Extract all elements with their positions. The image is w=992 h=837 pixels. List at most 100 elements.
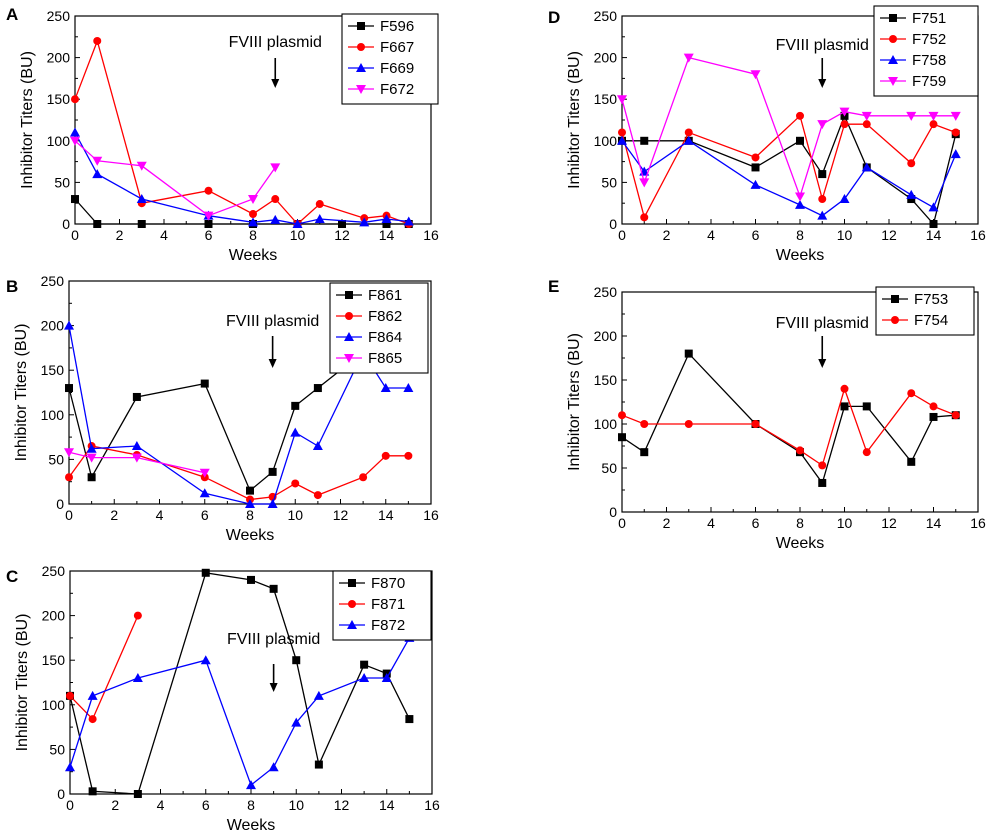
x-tick-label: 6 (201, 507, 209, 523)
x-tick-label: 16 (423, 227, 439, 243)
data-point (291, 479, 300, 488)
y-tick-label: 200 (41, 318, 65, 334)
data-point (951, 411, 960, 420)
legend-marker (888, 77, 898, 86)
legend-entry: F870 (339, 575, 405, 592)
down-arrow-icon (269, 683, 278, 692)
x-tick-label: 16 (424, 797, 440, 813)
series-f758 (617, 135, 961, 220)
data-point (271, 195, 280, 204)
y-tick-label: 200 (47, 50, 71, 66)
annotation-label: FVIII plasmid (229, 34, 322, 51)
data-point (313, 384, 322, 393)
legend-entry: F753 (882, 291, 948, 308)
data-point (751, 163, 760, 172)
data-point (70, 127, 80, 137)
legend-entry: F672 (348, 81, 414, 98)
y-tick-label: 100 (42, 697, 66, 713)
data-point (314, 760, 323, 769)
series-line (69, 637, 410, 787)
x-tick-label: 16 (423, 507, 439, 523)
legend-marker (348, 579, 356, 587)
y-tick-label: 0 (609, 216, 617, 232)
x-tick-label: 12 (334, 227, 350, 243)
data-point (312, 441, 323, 451)
y-axis-label: Inhibitor Titers (BU) (13, 324, 30, 462)
data-point (66, 691, 74, 700)
data-point (796, 136, 804, 145)
x-tick-label: 14 (379, 797, 395, 813)
x-tick-label: 0 (71, 227, 79, 243)
y-axis-label: Inhibitor Titers (BU) (19, 51, 36, 189)
data-point (359, 217, 370, 227)
data-point (906, 189, 917, 199)
annotation-label: FVIII plasmid (226, 313, 319, 330)
legend-label: F596 (380, 18, 414, 35)
y-tick-label: 250 (41, 273, 65, 289)
data-point (951, 128, 960, 137)
data-point (136, 194, 147, 204)
data-point (131, 453, 142, 463)
legend-entry: F669 (348, 60, 414, 77)
legend-marker (345, 312, 353, 320)
legend-entry: F865 (336, 350, 402, 367)
x-tick-label: 8 (249, 227, 257, 243)
data-point (907, 195, 916, 204)
data-point (907, 159, 916, 168)
series-line (68, 451, 205, 474)
data-point (796, 111, 804, 120)
y-tick-label: 50 (54, 174, 70, 190)
legend-marker (889, 35, 897, 43)
y-axis-label: Inhibitor Titers (BU) (14, 614, 31, 752)
data-point (405, 715, 414, 724)
data-point (86, 453, 97, 463)
data-point (199, 468, 210, 478)
legend-label: F871 (371, 596, 405, 613)
legend-label: F753 (914, 291, 948, 308)
x-tick-label: 8 (247, 797, 255, 813)
legend-entry: F862 (336, 308, 402, 325)
y-tick-label: 50 (48, 451, 64, 467)
series-f862 (65, 442, 413, 504)
data-point (92, 156, 103, 166)
legend-marker (347, 620, 357, 629)
legend-label: F667 (380, 39, 414, 56)
annotation-label: FVIII plasmid (776, 37, 869, 54)
legend: F596 F667 F669 F672 (341, 13, 439, 105)
data-point (292, 219, 303, 228)
panel-letter: D (548, 8, 560, 27)
data-point (200, 655, 211, 665)
data-point (199, 488, 210, 498)
data-point (862, 448, 871, 457)
x-axis-label: Weeks (226, 527, 275, 544)
panel-letter: E (548, 277, 559, 296)
down-arrow-icon (268, 359, 277, 368)
legend-marker (889, 14, 897, 22)
data-point (861, 111, 872, 121)
data-point (381, 673, 392, 683)
data-point (88, 715, 97, 724)
legend-marker (344, 354, 354, 363)
y-tick-label: 150 (47, 91, 71, 107)
data-point (684, 420, 693, 428)
legend-label: F861 (368, 287, 402, 304)
data-point (861, 162, 872, 172)
data-point (248, 217, 258, 227)
x-tick-label: 10 (287, 507, 303, 523)
y-tick-label: 250 (42, 563, 66, 579)
data-point (270, 163, 281, 173)
legend-marker (348, 600, 356, 608)
legend-entry: F872 (339, 617, 405, 634)
x-tick-label: 2 (663, 515, 671, 531)
legend-label: F758 (912, 52, 946, 69)
x-tick-label: 6 (205, 227, 213, 243)
legend-marker (357, 43, 365, 51)
y-tick-label: 50 (49, 741, 65, 757)
x-tick-label: 6 (752, 515, 760, 531)
data-point (683, 53, 694, 63)
data-point (818, 478, 827, 487)
series-f872 (65, 632, 415, 790)
data-point (640, 213, 649, 222)
data-point (245, 499, 255, 508)
x-tick-label: 6 (202, 797, 210, 813)
